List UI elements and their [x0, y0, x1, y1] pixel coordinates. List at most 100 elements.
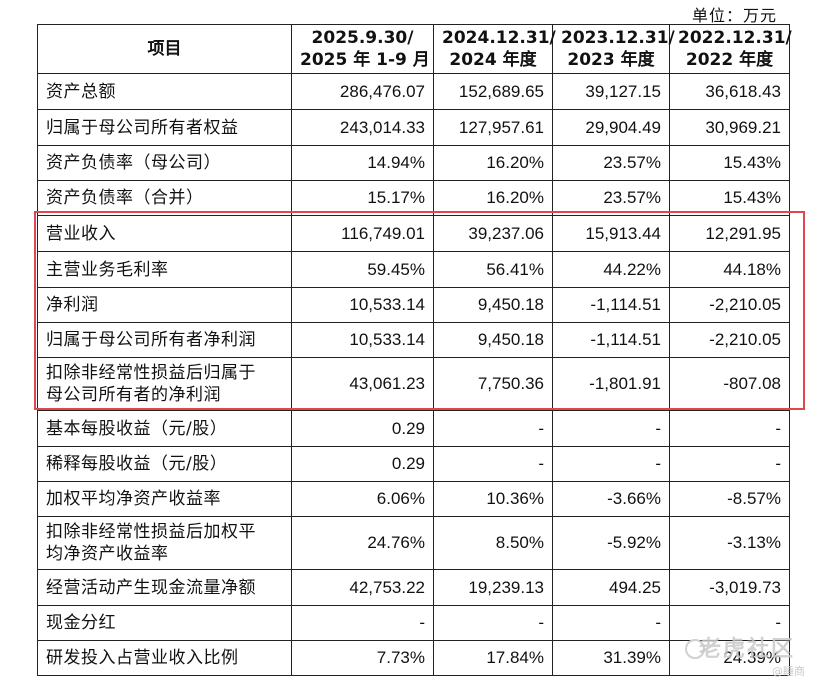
header-2023: 2023.12.31/ 2023 年度 — [552, 24, 675, 74]
row-value: 12,291.95 — [669, 215, 790, 252]
table-row: 现金分红 - - - - — [37, 605, 790, 641]
row-value: -2,210.05 — [669, 287, 790, 323]
row-value: 9,450.18 — [433, 287, 553, 323]
row-label: 归属于母公司所有者权益 — [37, 109, 292, 146]
row-value: 16.20% — [433, 145, 553, 181]
row-label-line: 母公司所有者的净利润 — [46, 385, 221, 405]
header-2022: 2022.12.31/ 2022 年度 — [669, 24, 792, 74]
row-label: 研发投入占营业收入比例 — [37, 640, 292, 676]
row-value: -3.66% — [552, 481, 670, 517]
table-row: 经营活动产生现金流量净额 42,753.22 19,239.13 494.25 -3,0… — [37, 569, 790, 606]
row-value: 6.06% — [291, 481, 434, 517]
row-value: 10,533.14 — [291, 287, 434, 323]
row-value: -1,801.91 — [552, 357, 670, 411]
row-value: 29,904.49 — [552, 109, 670, 146]
table-row: 资产负债率（合并） 15.17% 16.20% 23.57% 15.43% — [37, 180, 790, 216]
table-row: 研发投入占营业收入比例 7.73% 17.84% 31.39% 24.39% — [37, 640, 790, 676]
row-value: 43,061.23 — [291, 357, 434, 411]
row-value: 24.76% — [291, 516, 434, 570]
row-value: -5.92% — [552, 516, 670, 570]
table-row: 扣除非经常性损益后加权平 均净资产收益率 24.76% 8.50% -5.92% -3.1… — [37, 516, 790, 570]
row-value: 19,239.13 — [433, 569, 553, 606]
row-value: 10,533.14 — [291, 322, 434, 358]
row-value: -807.08 — [669, 357, 790, 411]
row-value: 15.43% — [669, 180, 790, 216]
row-value: - — [433, 446, 553, 482]
row-label-line: 净利润 — [46, 295, 99, 315]
row-label-line: 主营业务毛利率 — [46, 259, 169, 280]
row-value: 494.25 — [552, 569, 670, 606]
row-value: 39,237.06 — [433, 215, 553, 252]
row-value: 286,476.07 — [291, 73, 434, 110]
row-label: 稀释每股收益（元/股） — [37, 446, 292, 482]
row-value: 7,750.36 — [433, 357, 553, 411]
row-value: 39,127.15 — [552, 73, 670, 110]
row-value: - — [669, 410, 790, 447]
row-label-line: 扣除非经常性损益后归属于 — [46, 363, 256, 383]
header-2025: 2025.9.30/ 2025 年 1-9 月 — [291, 24, 434, 74]
table-row: 主营业务毛利率 59.45% 56.41% 44.22% 44.18% — [37, 251, 790, 288]
row-value: - — [552, 446, 670, 482]
row-value: 44.18% — [669, 251, 790, 288]
table-row: 稀释每股收益（元/股） 0.29- - - — [37, 446, 790, 482]
row-value: 44.22% — [552, 251, 670, 288]
row-label-line: 稀释每股收益（元/股） — [46, 454, 228, 474]
row-value: 0.29 — [291, 446, 434, 482]
row-value: 30,969.21 — [669, 109, 790, 146]
table-header-row: 项目 2025.9.30/ 2025 年 1-9 月 2024.12.31/ 2… — [37, 24, 792, 74]
row-label: 资产负债率（母公司） — [37, 145, 292, 181]
row-value: 56.41% — [433, 251, 553, 288]
row-label-line: 加权平均净资产收益率 — [46, 489, 221, 509]
unit-label: 单位：万元 — [691, 6, 777, 25]
watermark: 老虎社区 — [698, 637, 795, 662]
financial-summary-table: 项目 2025.9.30/ 2025 年 1-9 月 2024.12.31/ 2… — [37, 24, 792, 676]
row-label: 净利润 — [37, 287, 292, 323]
row-value: -8.57% — [669, 481, 790, 517]
row-value: -2,210.05 — [669, 322, 790, 358]
row-value: - — [433, 605, 553, 641]
row-value: - — [552, 410, 670, 447]
row-label-line: 经营活动产生现金流量净额 — [46, 577, 256, 598]
row-value: 127,957.61 — [433, 109, 553, 146]
row-label-line: 扣除非经常性损益后加权平 — [46, 522, 256, 542]
row-label-line: 均净资产收益率 — [46, 544, 169, 564]
row-label-line: 营业收入 — [46, 223, 116, 244]
row-value: 36,618.43 — [669, 73, 790, 110]
row-value: 9,450.18 — [433, 322, 553, 358]
row-value: -3.13% — [669, 516, 790, 570]
row-value: 116,749.01 — [291, 215, 434, 252]
header-2024: 2024.12.31/ 2024 年度 — [433, 24, 556, 74]
row-value: - — [669, 446, 790, 482]
row-value: - — [291, 605, 434, 641]
row-label-line: 基本每股收益（元/股） — [46, 418, 228, 439]
row-label: 资产负债率（合并） — [37, 180, 292, 216]
row-value: 10.36% — [433, 481, 553, 517]
watermark-sub: @睡商 — [772, 665, 805, 678]
row-value: 31.39% — [552, 640, 670, 676]
row-label-line: 归属于母公司所有者权益 — [46, 117, 239, 138]
table-row: 资产负债率（母公司） 14.94% 16.20% 23.57% 15.43% — [37, 145, 790, 181]
row-value: -3,019.73 — [669, 569, 790, 606]
row-value: 243,014.33 — [291, 109, 434, 146]
table-row: 归属于母公司所有者净利润 10,533.14 9,450.18 -1,114.51 -2… — [37, 322, 790, 358]
row-label: 现金分红 — [37, 605, 292, 641]
table-row: 归属于母公司所有者权益 243,014.33 127,957.61 29,904.49… — [37, 109, 790, 146]
row-value: 0.29 — [291, 410, 434, 447]
row-value: 7.73% — [291, 640, 434, 676]
table-row: 净利润 10,533.14 9,450.18 -1,114.51 -2,210.05 — [37, 287, 790, 323]
row-value: - — [433, 410, 553, 447]
row-value: -1,114.51 — [552, 322, 670, 358]
row-value: 16.20% — [433, 180, 553, 216]
table-row: 基本每股收益（元/股） 0.29- - - — [37, 410, 790, 447]
row-value: 23.57% — [552, 180, 670, 216]
row-value: 15,913.44 — [552, 215, 670, 252]
row-label: 加权平均净资产收益率 — [37, 481, 292, 517]
row-value: 14.94% — [291, 145, 434, 181]
row-label-line: 资产负债率（母公司） — [46, 153, 221, 173]
row-label: 主营业务毛利率 — [37, 251, 292, 288]
row-value: - — [552, 605, 670, 641]
row-label-line: 资产总额 — [46, 81, 116, 102]
table-row: 资产总额 286,476.07 152,689.65 39,127.15 36,618.… — [37, 73, 790, 110]
row-label-line: 研发投入占营业收入比例 — [46, 648, 239, 668]
row-value: 15.17% — [291, 180, 434, 216]
